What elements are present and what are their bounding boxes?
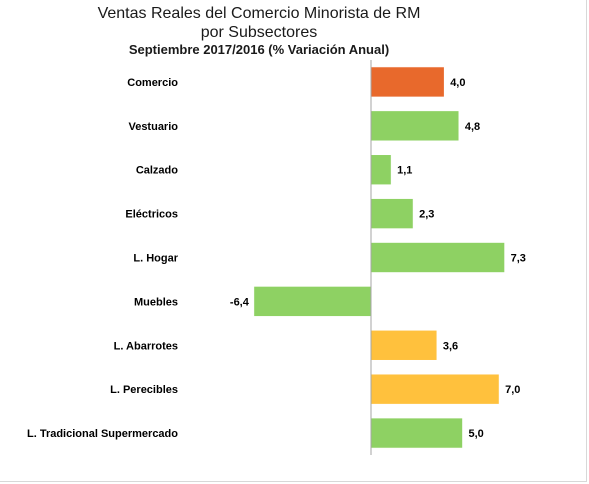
value-label-electricos: 2,3 (419, 209, 434, 221)
value-label-comercio: 4,0 (450, 77, 465, 89)
bars-layer (253, 66, 505, 449)
chart-subtitle: Septiembre 2017/2016 (% Variación Anual) (129, 42, 389, 57)
category-label-electricos: Eléctricos (125, 209, 178, 221)
chart-title-line-2: por Subsectores (201, 24, 318, 41)
category-label-l-hogar: L. Hogar (133, 253, 178, 265)
value-label-muebles: -6,4 (230, 296, 250, 308)
value-label-calzado: 1,1 (397, 165, 412, 177)
bar-l-abarrotes (370, 329, 438, 361)
category-label-vestuario: Vestuario (128, 121, 178, 133)
category-label-l-tradicional-supermercado: L. Tradicional Supermercado (27, 428, 178, 440)
bar-vestuario (370, 110, 460, 142)
category-label-l-perecibles: L. Perecibles (110, 384, 178, 396)
value-label-vestuario: 4,8 (465, 121, 480, 133)
category-label-comercio: Comercio (127, 77, 178, 89)
labels-layer: Comercio 4,0 Vestuario 4,8 Calzado 1,1 Eléctri… (27, 77, 526, 440)
bar-l-tradicional-supermercado (370, 417, 463, 449)
bar-l-hogar (370, 242, 505, 273)
bar-comercio (370, 66, 445, 98)
value-label-l-hogar: 7,3 (511, 253, 526, 265)
category-label-l-abarrotes: L. Abarrotes (114, 340, 178, 352)
bar-electricos (370, 198, 414, 229)
category-label-muebles: Muebles (134, 296, 178, 308)
chart-title: Ventas Reales del Comercio Minorista de … (98, 5, 421, 22)
category-label-calzado: Calzado (136, 165, 178, 177)
value-label-l-abarrotes: 3,6 (443, 340, 458, 352)
value-label-l-perecibles: 7,0 (505, 384, 520, 396)
bar-muebles (253, 286, 372, 317)
bar-l-perecibles (370, 373, 500, 405)
value-label-l-tradicional-supermercado: 5,0 (469, 428, 484, 440)
bar-calzado (370, 154, 392, 186)
